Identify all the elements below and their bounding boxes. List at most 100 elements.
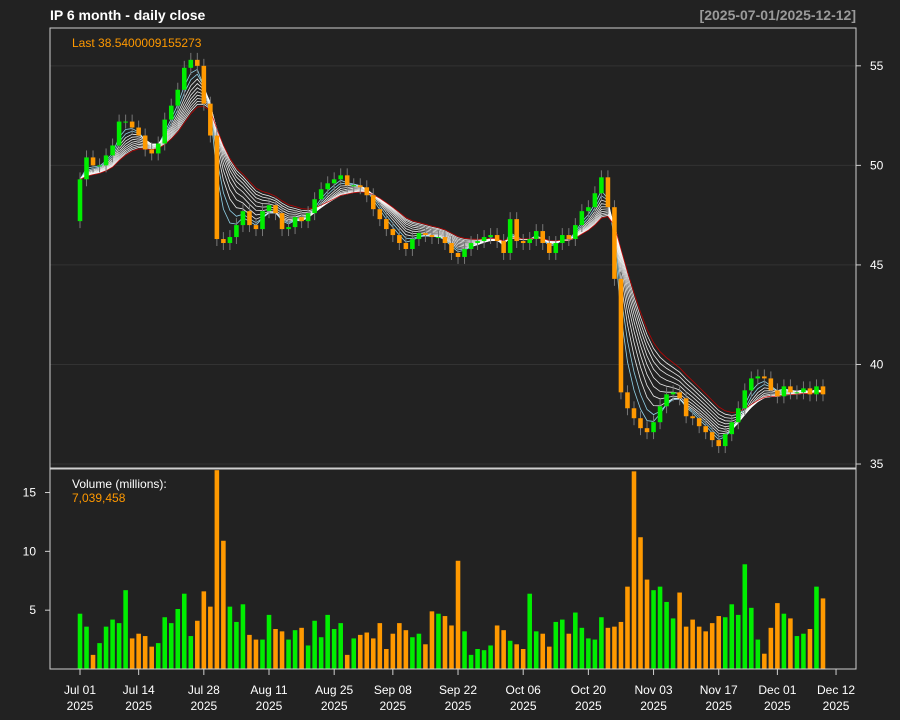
candle-body [175, 89, 181, 106]
candle-body [208, 103, 213, 136]
volume-bar [195, 620, 200, 669]
volume-bar [410, 637, 415, 669]
candle-body [696, 418, 702, 427]
volume-bar [683, 626, 689, 669]
candle-body [377, 209, 383, 220]
volume-bar [292, 630, 298, 669]
date-axis: Jul 01 2025 Jul 14 2025 Jul 28 2025 Aug 11 2025… [64, 669, 855, 713]
candle-body [475, 241, 480, 244]
volume-bar [162, 617, 168, 669]
volume-bar [540, 633, 546, 669]
candle-body [351, 185, 357, 187]
date-tick-label: Aug 25 [315, 683, 353, 697]
candle-body [188, 59, 194, 68]
candle-body [123, 121, 128, 123]
candle-body [801, 388, 806, 393]
volume-bar [397, 623, 402, 669]
last-price-label: Last 38.5400009155273 [72, 36, 202, 50]
candle-body [794, 392, 800, 394]
date-tick-label: Jul 01 [64, 683, 96, 697]
candle-body [462, 248, 467, 257]
volume-bar [644, 579, 650, 669]
volume-bar [423, 644, 428, 669]
volume-bar [638, 537, 643, 669]
volume-bar [77, 613, 83, 669]
candle-body [566, 235, 572, 240]
volume-bar [468, 654, 474, 669]
candle-body [416, 233, 422, 240]
volume-bar [110, 619, 115, 669]
candle-body [638, 418, 643, 429]
candle-body [371, 195, 376, 210]
candle-body [683, 398, 689, 417]
candle-body [149, 149, 154, 154]
volume-bar [749, 607, 754, 669]
volume-bar [612, 626, 617, 669]
candle-body [227, 237, 233, 244]
date-tick-year: 2025 [256, 699, 283, 713]
candle-body [449, 243, 454, 253]
candle-body [768, 378, 774, 391]
volume-tick-label: 15 [23, 486, 37, 500]
volume-bar [129, 638, 135, 669]
candle-body [273, 205, 278, 214]
candle-body [384, 219, 389, 230]
date-tick-label: Sep 22 [439, 683, 477, 697]
candle-body [735, 408, 741, 423]
candle-body [514, 219, 519, 242]
volume-bar [260, 639, 265, 669]
volume-bar [462, 631, 467, 669]
volume-bar [234, 621, 239, 669]
candle-body [781, 386, 787, 397]
volume-bar [449, 625, 454, 669]
candle-body [762, 376, 767, 379]
candle-body [90, 157, 96, 166]
price-axis: 35 40 45 50 55 [856, 59, 884, 471]
candle-body [201, 65, 207, 104]
price-tick-label: 45 [870, 258, 884, 272]
candle-body [533, 231, 539, 240]
candle-body [703, 426, 708, 433]
volume-bar [377, 623, 383, 669]
volume-bar [670, 618, 676, 669]
date-tick-year: 2025 [67, 699, 94, 713]
volume-bar [364, 632, 370, 669]
date-tick-label: Sep 08 [374, 683, 412, 697]
candle-body [507, 219, 513, 253]
volume-bar [273, 629, 278, 669]
volume-bar [371, 638, 376, 669]
date-tick-label: Jul 14 [123, 683, 155, 697]
candle-body [110, 145, 115, 156]
volume-bar [599, 617, 604, 669]
volume-bars [77, 470, 826, 669]
date-tick-year: 2025 [379, 699, 406, 713]
candle-body [820, 386, 826, 395]
volume-bar [331, 629, 337, 669]
candle-body [286, 227, 291, 230]
volume-bar [820, 598, 826, 669]
candle-body [670, 392, 676, 395]
candle-body [129, 121, 135, 128]
candle-body [357, 185, 363, 188]
price-tick-label: 50 [870, 158, 884, 172]
volume-bar [788, 618, 793, 669]
candle-body [195, 59, 200, 66]
volume-bar [520, 649, 526, 669]
candle-body [618, 278, 624, 393]
date-tick-year: 2025 [445, 699, 472, 713]
candle-body [260, 211, 265, 230]
volume-bar [592, 639, 598, 669]
candle-body [234, 225, 239, 238]
volume-bar [84, 626, 89, 669]
candle-body [442, 237, 448, 244]
volume-bar [488, 645, 493, 669]
price-panel-frame [49, 27, 857, 469]
candle-body [97, 165, 102, 167]
chart-title: IP 6 month - daily close [50, 7, 206, 23]
volume-panel-frame [49, 468, 857, 670]
volume-bar [781, 613, 787, 669]
volume-bar [253, 639, 259, 669]
date-tick-year: 2025 [575, 699, 602, 713]
